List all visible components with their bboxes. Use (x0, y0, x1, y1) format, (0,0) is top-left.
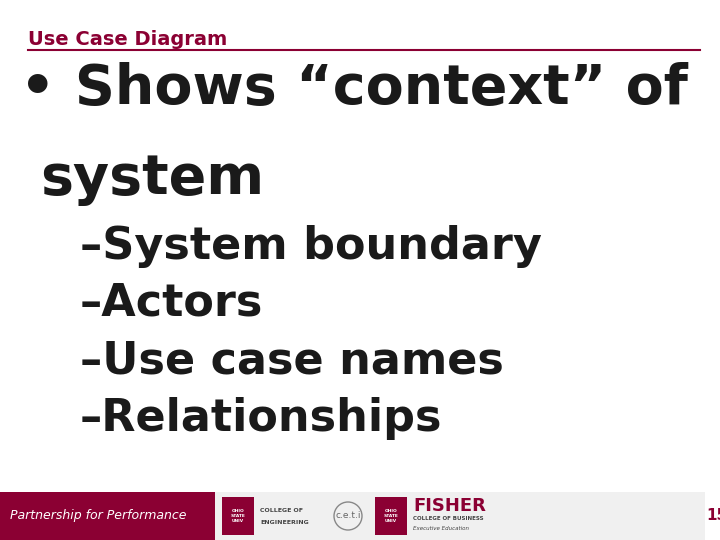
Text: COLLEGE OF: COLLEGE OF (260, 508, 303, 512)
Bar (0, 492, 215, 540)
Text: OHIO
STATE
UNIV: OHIO STATE UNIV (384, 509, 398, 523)
Text: • Shows “context” of: • Shows “context” of (20, 62, 688, 116)
Text: Partnership for Performance: Partnership for Performance (10, 510, 186, 523)
Bar (375, 497, 407, 535)
Text: ENGINEERING: ENGINEERING (260, 519, 309, 524)
Text: FISHER: FISHER (413, 497, 486, 515)
Text: Use Case Diagram: Use Case Diagram (28, 30, 228, 49)
Text: –Use case names: –Use case names (80, 340, 504, 383)
Text: OHIO
STATE
UNIV: OHIO STATE UNIV (230, 509, 246, 523)
Text: system: system (40, 152, 264, 206)
Text: –Relationships: –Relationships (80, 397, 443, 440)
Bar (222, 497, 254, 535)
Text: –Actors: –Actors (80, 282, 264, 325)
Text: –System boundary: –System boundary (80, 225, 542, 268)
Bar (215, 492, 705, 540)
Text: c.e.t.i: c.e.t.i (336, 511, 361, 521)
Text: 15: 15 (706, 509, 720, 523)
Text: COLLEGE OF BUSINESS: COLLEGE OF BUSINESS (413, 516, 484, 521)
Text: Executive Education: Executive Education (413, 526, 469, 531)
